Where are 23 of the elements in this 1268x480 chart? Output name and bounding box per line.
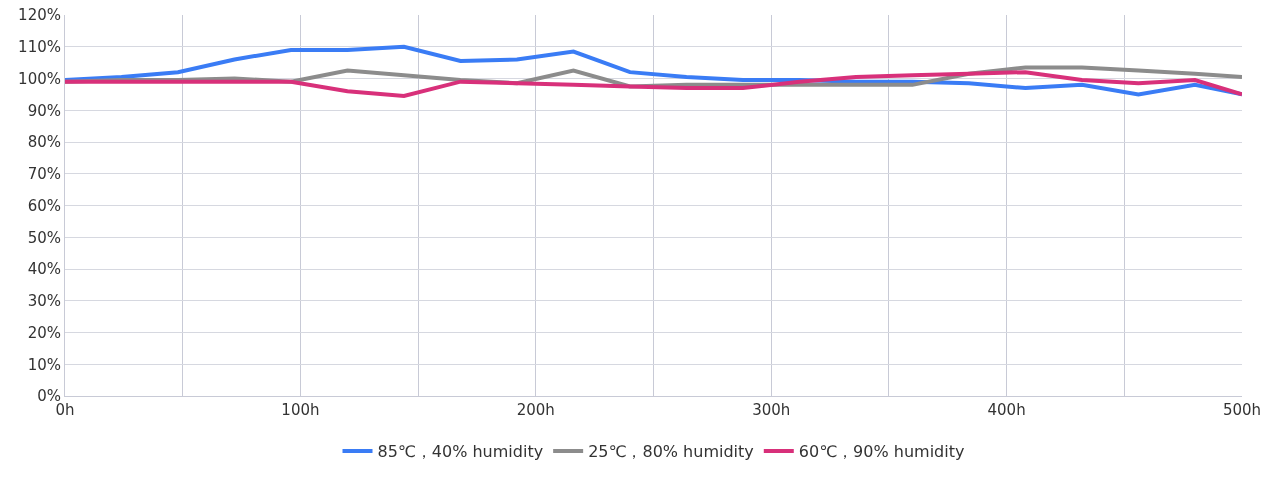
legend-label: 85℃，40% humidity (377, 442, 544, 462)
x-tick-label: 0h (55, 401, 75, 419)
line-series (65, 70, 1242, 98)
x-tick-label: 500h (1222, 401, 1262, 419)
line-series (65, 44, 1242, 97)
y-tick-label: 10% (27, 355, 61, 374)
y-tick-label: 90% (27, 101, 61, 120)
y-tick-label: 40% (27, 260, 61, 279)
legend-label: 60℃，90% humidity (798, 442, 965, 462)
y-tick-label: 20% (27, 323, 61, 342)
y-tick-label: 30% (27, 292, 61, 310)
y-tick-label: 100% (18, 69, 61, 88)
legend-label: 25℃，80% humidity (588, 442, 754, 462)
y-tick-label: 50% (27, 228, 61, 247)
x-tick-label: 300h (752, 401, 791, 419)
x-tick-label: 100h (281, 401, 320, 419)
y-tick-label: 70% (27, 165, 61, 183)
y-tick-label: 80% (27, 133, 61, 152)
x-tick-label: 400h (987, 401, 1026, 419)
y-tick-label: 120% (18, 6, 61, 25)
y-tick-label: 60% (27, 196, 61, 215)
y-tick-label: 110% (18, 38, 61, 56)
x-tick-label: 200h (516, 401, 555, 419)
